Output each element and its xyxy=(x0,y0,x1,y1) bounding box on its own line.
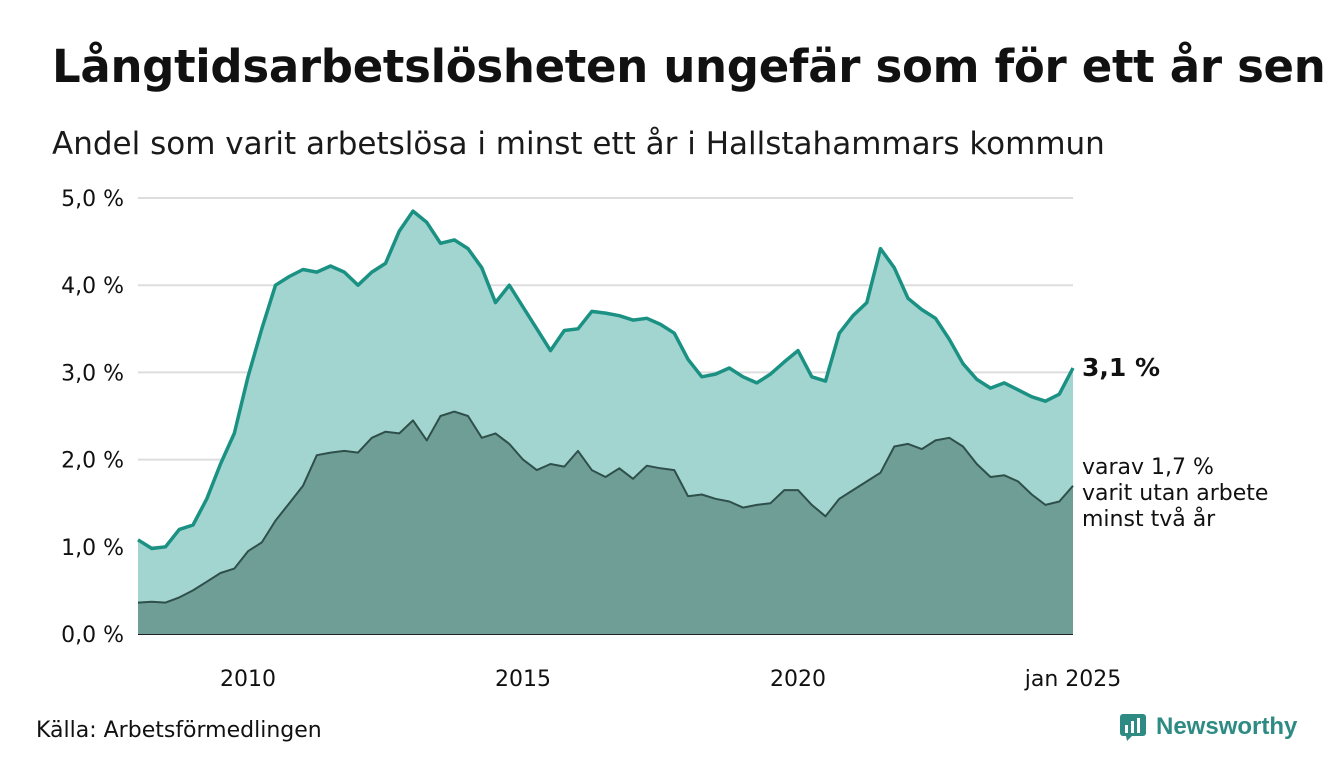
x-tick-label: 2010 xyxy=(220,667,276,692)
end-label-long: varit utan arbete xyxy=(1082,481,1268,506)
end-label-total: 3,1 % xyxy=(1082,353,1160,382)
end-label-long: varav 1,7 % xyxy=(1082,455,1214,480)
y-tick-label: 3,0 % xyxy=(61,361,124,386)
area-long xyxy=(138,411,1073,634)
x-tick-label: 2020 xyxy=(770,667,826,692)
y-tick-label: 0,0 % xyxy=(61,623,124,648)
line-total xyxy=(137,209,1075,551)
source-note: Källa: Arbetsförmedlingen xyxy=(36,718,322,743)
chart-subtitle: Andel som varit arbetslösa i minst ett å… xyxy=(52,126,1105,162)
y-tick-label: 1,0 % xyxy=(61,536,124,561)
chart-title: Långtidsarbetslösheten ungefär som för e… xyxy=(52,40,1326,93)
line-long xyxy=(137,410,1074,604)
x-tick-label: 2015 xyxy=(495,667,551,692)
y-tick-label: 5,0 % xyxy=(61,187,124,212)
y-tick-label: 4,0 % xyxy=(61,274,124,299)
y-tick-label: 2,0 % xyxy=(61,449,124,474)
x-tick-label: jan 2025 xyxy=(1024,667,1122,692)
brand-name: Newsworthy xyxy=(1156,713,1298,740)
series-areas xyxy=(137,209,1075,634)
newsworthy-logo-icon xyxy=(1120,714,1146,741)
axis-labels: 0,0 % 1,0 % 2,0 % 3,0 % 4,0 % 5,0 % 2010 2015 20… xyxy=(61,187,1121,692)
brand-logo: Newsworthy xyxy=(1118,712,1297,742)
end-label-long: minst två år xyxy=(1082,506,1216,532)
